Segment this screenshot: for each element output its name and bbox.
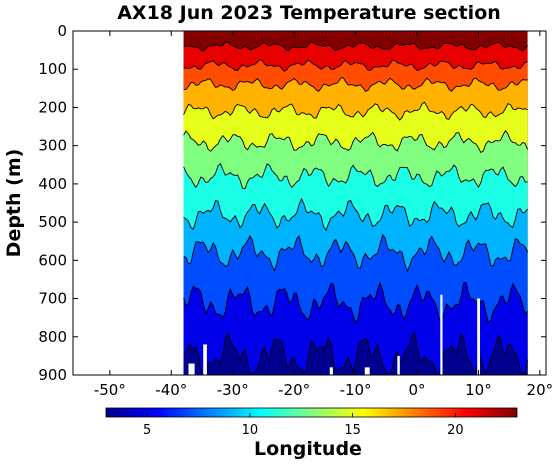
isotherm-line <box>183 59 528 72</box>
missing-data-gap <box>477 298 480 375</box>
plot-frame <box>72 30 547 376</box>
isotherm-contours <box>183 31 529 375</box>
x-tick-label: 10° <box>465 381 492 399</box>
missing-data-gap <box>440 294 443 375</box>
data-gaps <box>188 294 480 375</box>
colorbar-ticks: 5 10 15 20 <box>143 413 464 438</box>
y-tick-label: 900 <box>38 366 67 384</box>
y-tick-label: 800 <box>38 328 67 346</box>
x-axis-label: Longitude <box>254 438 362 460</box>
y-tick-label: 200 <box>38 98 67 116</box>
colorbar-tick-label: 10 <box>242 423 259 438</box>
colorbar <box>105 407 518 418</box>
x-tick-label: -30° <box>217 381 249 399</box>
y-tick-label: 300 <box>38 137 67 155</box>
chart-title: AX18 Jun 2023 Temperature section <box>117 2 501 24</box>
missing-data-gap <box>203 344 207 375</box>
x-tick-label: -20° <box>278 381 310 399</box>
x-tick-label: 0° <box>408 381 425 399</box>
isotherm-line <box>183 162 528 190</box>
missing-data-gap <box>329 367 333 375</box>
isotherm-line <box>183 41 528 52</box>
y-tick-label: 500 <box>38 213 67 231</box>
colorbar-tick-label: 20 <box>447 423 464 438</box>
colorbar-tick-label: 5 <box>143 423 151 438</box>
isotherm-line <box>183 197 528 232</box>
isotherm-line <box>183 331 529 375</box>
x-tick-label: -40° <box>155 381 187 399</box>
x-axis-ticks: -50° -40° -30° -20° -10° 0° 10° 20° <box>94 31 553 399</box>
isotherm-line <box>183 101 528 121</box>
y-tick-label: 0 <box>57 22 67 40</box>
y-tick-label: 400 <box>38 175 67 193</box>
y-tick-label: 100 <box>38 60 67 78</box>
isotherm-line <box>183 233 529 273</box>
y-axis-ticks: 0 100 200 300 400 500 600 700 800 900 <box>38 22 546 384</box>
y-axis-label: Depth (m) <box>3 149 25 258</box>
x-tick-label: 20° <box>527 381 553 399</box>
missing-data-gap <box>188 363 195 375</box>
isotherm-line <box>183 281 528 325</box>
missing-data-gap <box>364 367 370 375</box>
isotherm-line <box>183 77 528 92</box>
x-tick-label: -50° <box>94 381 126 399</box>
isotherm-line <box>183 129 529 154</box>
colorbar-tick-label: 15 <box>344 423 361 438</box>
x-tick-label: -10° <box>340 381 372 399</box>
y-tick-label: 700 <box>38 290 67 308</box>
y-tick-label: 600 <box>38 251 67 269</box>
missing-data-gap <box>397 355 400 375</box>
